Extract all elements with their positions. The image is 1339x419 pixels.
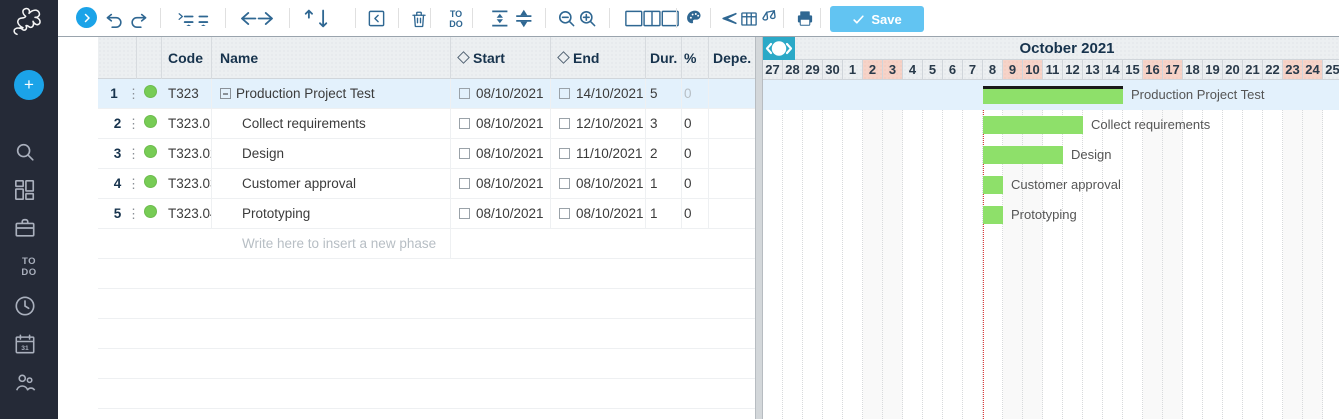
- svg-text:31: 31: [21, 345, 29, 352]
